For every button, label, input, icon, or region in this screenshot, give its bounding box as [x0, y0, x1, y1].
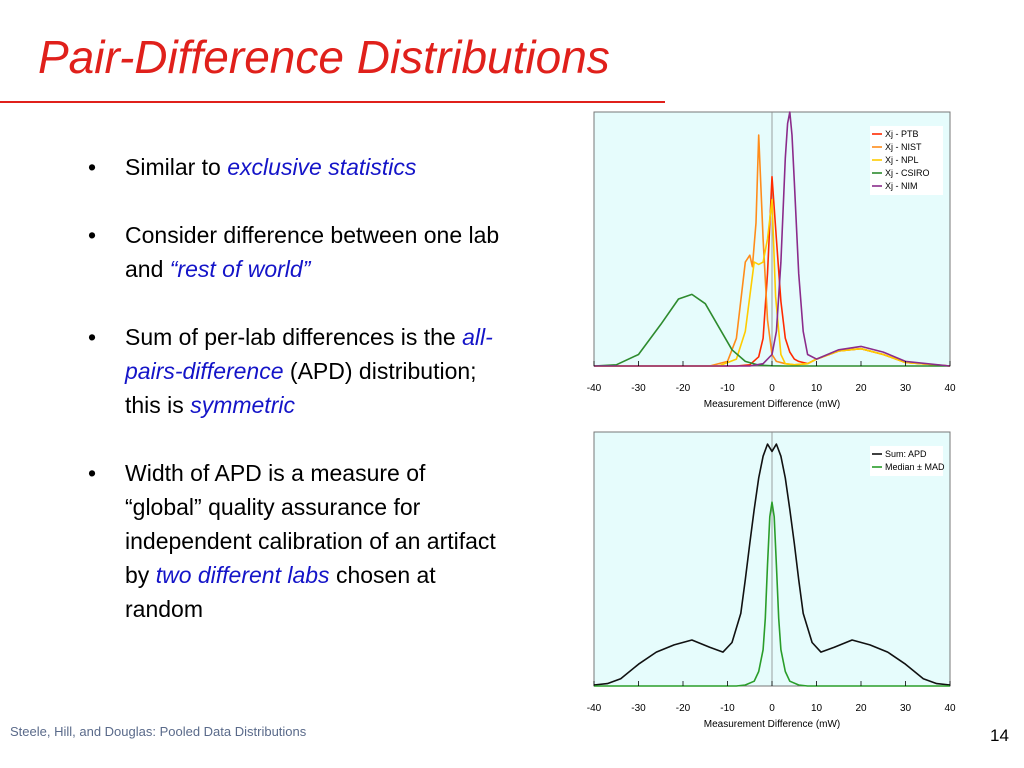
x-tick-label: -10 — [720, 703, 735, 714]
series-line — [593, 293, 950, 367]
legend-label: Xj - PTB — [885, 129, 919, 139]
series-line — [594, 111, 951, 367]
series-line — [594, 198, 951, 367]
bullet-text: chosen at random — [125, 562, 436, 622]
bullet-emphasis: exclusive statistics — [227, 154, 417, 180]
bullet-item: Similar to exclusive statistics — [88, 150, 508, 184]
bullet-emphasis: two different labs — [155, 562, 330, 588]
legend-label: Xj - NPL — [885, 155, 919, 165]
x-tick-label: 40 — [944, 703, 956, 714]
x-tick-label: -40 — [587, 383, 602, 394]
x-axis-label: Measurement Difference (mW) — [704, 399, 841, 410]
x-tick-label: 20 — [855, 703, 867, 714]
footer-citation: Steele, Hill, and Douglas: Pooled Data D… — [10, 724, 307, 739]
bullet-text: (APD) distribution; this is — [125, 358, 477, 418]
x-tick-label: -20 — [676, 383, 691, 394]
series-line — [593, 443, 951, 686]
slide-title: Pair-Difference Distributions — [38, 31, 610, 83]
page-number: 14 — [990, 726, 1009, 745]
x-tick-label: 40 — [944, 383, 956, 394]
series-line — [594, 501, 950, 687]
bullet-emphasis: all-pairs-difference — [125, 324, 493, 384]
legend-label: Sum: APD — [885, 449, 927, 459]
x-tick-label: -20 — [676, 703, 691, 714]
apd-chart: -40 -30 -20 -10 0 10 20 30 40 Measurement Differe… — [587, 431, 956, 730]
x-tick-label: -10 — [720, 383, 735, 394]
bullet-emphasis: “rest of world” — [169, 256, 311, 282]
x-tick-label: 10 — [811, 703, 823, 714]
legend-label: Median ± MAD — [885, 462, 945, 472]
legend-label: Xj - CSIRO — [885, 168, 930, 178]
x-tick-label: 0 — [769, 703, 775, 714]
x-tick-label: -30 — [631, 703, 646, 714]
bullet-emphasis: symmetric — [190, 392, 295, 418]
bullet-text: Consider difference between one lab and — [125, 222, 500, 282]
x-tick-label: 10 — [811, 383, 823, 394]
legend — [870, 446, 943, 476]
bullet-text: Sum of per-lab differences is the — [125, 324, 463, 350]
x-tick-label: -40 — [587, 703, 602, 714]
bullet-item: Width of APD is a measure of “global” qu… — [88, 456, 508, 626]
bullet-item: Consider difference between one lab and … — [88, 218, 508, 286]
bullet-text: Width of APD is a measure of “global” qu… — [125, 460, 496, 588]
x-tick-label: 30 — [900, 383, 912, 394]
bullet-list: Similar to exclusive statistics Consider… — [88, 150, 508, 660]
x-tick-label: 20 — [855, 383, 867, 394]
legend-label: Xj - NIST — [885, 142, 922, 152]
x-axis-label: Measurement Difference (mW) — [704, 719, 841, 730]
x-tick-label: 30 — [900, 703, 912, 714]
bullet-item: Sum of per-lab differences is the all-pa… — [88, 320, 508, 422]
x-tick-label: 0 — [769, 383, 775, 394]
title-underline — [0, 101, 665, 103]
bullet-text: Similar to — [125, 154, 228, 180]
legend — [870, 126, 943, 195]
legend-label: Xj - NIM — [885, 181, 918, 191]
x-tick-label: -30 — [631, 383, 646, 394]
lab-difference-chart: -40 -30 -20 -10 0 10 20 30 40 Measurement Differe… — [587, 111, 956, 410]
